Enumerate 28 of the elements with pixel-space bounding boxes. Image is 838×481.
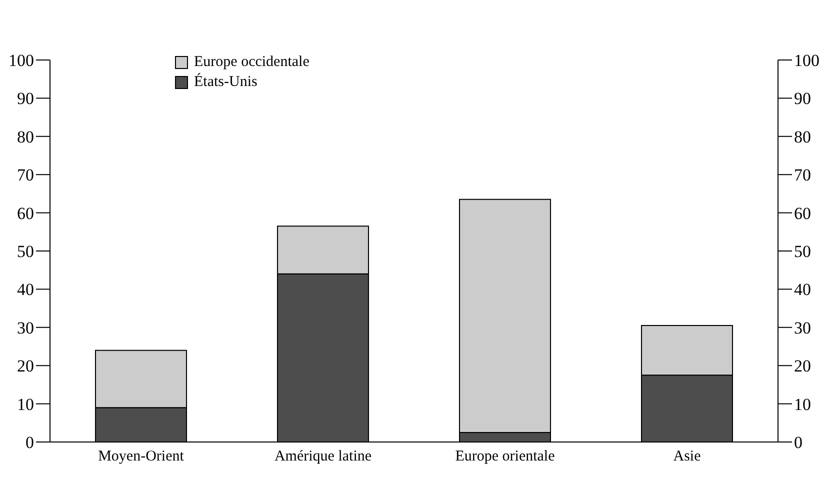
y2-tick-label: 80	[794, 127, 811, 146]
legend-label: États-Unis	[194, 72, 258, 92]
y-tick-label: 70	[17, 166, 34, 185]
y-tick-label: 30	[17, 318, 34, 338]
y2-tick-label: 50	[794, 242, 811, 262]
y-tick-label: 80	[17, 127, 34, 146]
y2-tick-label: 70	[794, 166, 811, 185]
y-tick-label: 0	[26, 433, 34, 452]
x-tick-label: Asie	[673, 448, 702, 465]
legend-label: Europe occidentale	[194, 53, 310, 72]
y2-tick-label: 40	[794, 280, 811, 300]
y-tick-label: 50	[17, 242, 34, 262]
x-tick-label: Amérique latine	[274, 448, 372, 465]
y2-tick-label: 30	[794, 318, 811, 338]
y-tick-label: 90	[17, 89, 34, 108]
y2-tick-label: 90	[794, 89, 811, 108]
y2-tick-label: 100	[794, 51, 820, 70]
y-tick-label: 40	[17, 280, 34, 300]
y2-tick-label: 10	[794, 394, 811, 414]
y2-tick-label: 20	[794, 356, 811, 376]
x-tick-label: Moyen-Orient	[98, 448, 185, 465]
x-tick-label: Europe orientale	[455, 448, 556, 465]
y2-tick-label: 60	[794, 204, 811, 223]
y-tick-label: 100	[8, 51, 34, 70]
y-tick-label: 10	[17, 394, 34, 414]
y2-tick-label: 0	[794, 433, 802, 452]
y-tick-label: 60	[17, 204, 34, 223]
y-tick-label: 20	[17, 356, 34, 376]
